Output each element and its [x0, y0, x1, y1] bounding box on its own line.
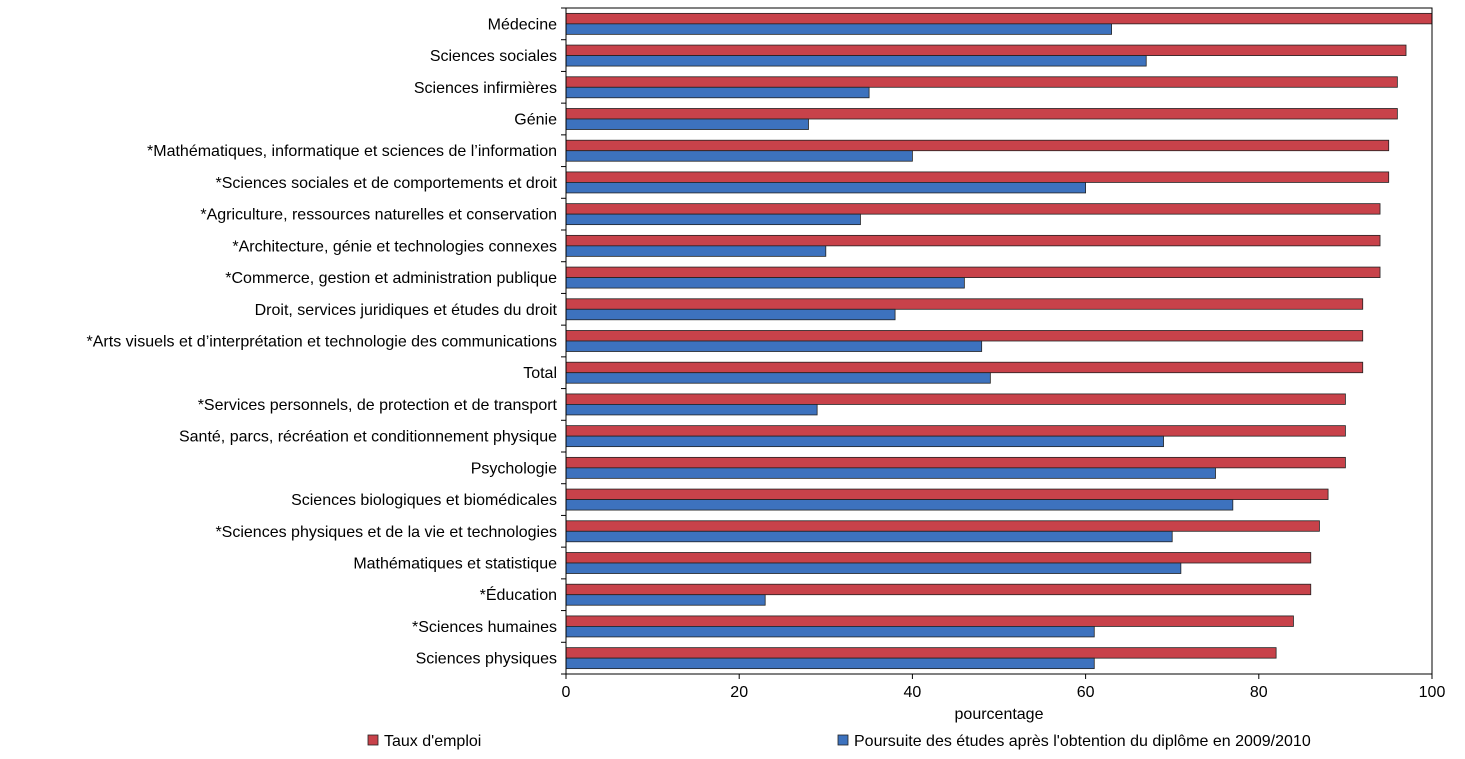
- category-label: Mathématiques et statistique: [353, 556, 557, 573]
- bar-further-studies-19: [565, 626, 1095, 638]
- bar-further-studies-0: [565, 23, 1112, 35]
- bar-employment-10: [565, 330, 1364, 342]
- category-label: Santé, parcs, récréation et conditionnem…: [179, 429, 557, 446]
- bar-employment-16: [565, 520, 1320, 532]
- bar-further-studies-8: [565, 277, 965, 289]
- bar-further-studies-7: [565, 245, 827, 257]
- bar-employment-5: [565, 171, 1390, 183]
- bar-further-studies-15: [565, 499, 1234, 511]
- category-label: *Sciences sociales et de comportements e…: [216, 175, 558, 192]
- bar-employment-9: [565, 298, 1364, 310]
- bars-layer: [565, 12, 1433, 670]
- category-label: *Services personnels, de protection et d…: [198, 397, 558, 414]
- bar-employment-7: [565, 234, 1381, 247]
- x-tick-label: 20: [730, 684, 748, 701]
- category-label: Psychologie: [471, 460, 557, 477]
- x-tick-label: 80: [1250, 684, 1268, 701]
- x-tick-label: 100: [1419, 684, 1446, 701]
- bar-further-studies-18: [565, 594, 766, 606]
- bar-employment-17: [565, 552, 1312, 564]
- legend-label-further-studies: Poursuite des études après l'obtention d…: [854, 733, 1311, 750]
- bar-employment-4: [565, 139, 1390, 152]
- category-label: Sciences physiques: [416, 651, 557, 668]
- category-label: Sciences biologiques et biomédicales: [291, 492, 557, 509]
- bar-further-studies-13: [565, 435, 1164, 448]
- category-label: *Mathématiques, informatique et sciences…: [147, 143, 557, 160]
- category-label: *Arts visuels et d’interprétation et tec…: [87, 334, 557, 351]
- bar-further-studies-3: [565, 118, 809, 130]
- axes: 0 20 40 60 80 100: [561, 7, 1446, 701]
- bar-further-studies-2: [565, 86, 870, 99]
- bar-employment-14: [565, 456, 1346, 469]
- x-tick-label: 60: [1077, 684, 1095, 701]
- bar-employment-18: [565, 583, 1312, 596]
- bar-employment-19: [565, 615, 1294, 627]
- bar-employment-20: [565, 647, 1277, 659]
- bar-further-studies-11: [565, 372, 991, 384]
- bar-further-studies-10: [565, 340, 983, 352]
- bar-employment-3: [565, 108, 1398, 120]
- bar-further-studies-9: [565, 308, 896, 321]
- bar-employment-2: [565, 76, 1398, 88]
- bar-employment-0: [565, 12, 1433, 25]
- bar-employment-15: [565, 488, 1329, 500]
- legend-swatch-employment: [367, 734, 379, 746]
- x-tick-label: 40: [904, 684, 922, 701]
- category-labels: Médecine Sciences sociales Sciences infirm…: [87, 16, 558, 667]
- bar-employment-1: [565, 44, 1407, 56]
- bar-further-studies-16: [565, 530, 1173, 543]
- bar-further-studies-12: [565, 404, 818, 416]
- category-label: *Sciences physiques et de la vie et tech…: [215, 524, 557, 541]
- x-axis-title: pourcentage: [955, 706, 1044, 723]
- category-label: *Sciences humaines: [412, 619, 557, 636]
- bar-employment-13: [565, 425, 1346, 437]
- category-label: Sciences infirmières: [414, 80, 557, 97]
- x-tick-label: 0: [562, 684, 571, 701]
- category-label: *Architecture, génie et technologies con…: [232, 238, 557, 255]
- bar-further-studies-20: [565, 657, 1095, 670]
- bar-further-studies-4: [565, 150, 913, 162]
- legend: Taux d'emploi Poursuite des études après …: [367, 733, 1311, 750]
- bar-employment-8: [565, 266, 1381, 278]
- category-label: *Éducation: [480, 585, 557, 604]
- bar-further-studies-6: [565, 213, 861, 226]
- category-label: Droit, services juridiques et études du …: [255, 302, 558, 319]
- category-label: Génie: [514, 112, 557, 129]
- category-label: *Commerce, gestion et administration pub…: [225, 270, 557, 287]
- bar-employment-12: [565, 393, 1346, 405]
- bar-further-studies-17: [565, 562, 1182, 574]
- bar-further-studies-1: [565, 55, 1147, 67]
- bar-further-studies-14: [565, 467, 1216, 479]
- bar-employment-6: [565, 203, 1381, 215]
- category-label: Médecine: [488, 16, 557, 33]
- category-label: Total: [523, 365, 557, 382]
- category-label: Sciences sociales: [430, 48, 557, 65]
- legend-label-employment: Taux d'emploi: [384, 733, 481, 750]
- bar-employment-11: [565, 361, 1364, 374]
- category-label: *Agriculture, ressources naturelles et c…: [200, 207, 557, 224]
- plot-frame: [565, 7, 1433, 675]
- bar-further-studies-5: [565, 182, 1086, 194]
- legend-swatch-further-studies: [837, 734, 849, 746]
